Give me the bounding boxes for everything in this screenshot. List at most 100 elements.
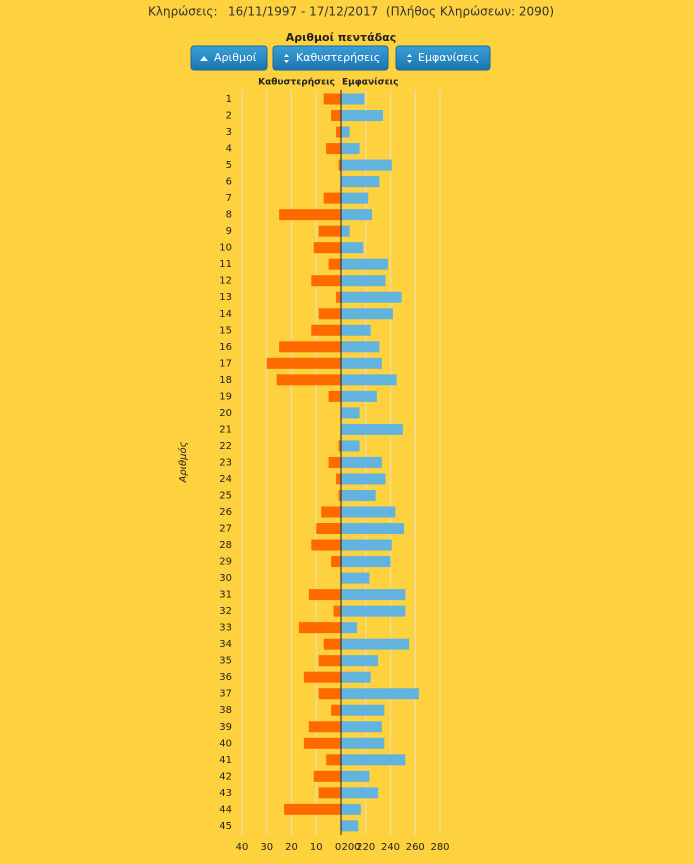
bar — [323, 192, 341, 204]
button-bg[interactable] — [272, 45, 389, 71]
y-axis-label: Αριθμός — [177, 441, 189, 483]
y-tick-label: 13 — [219, 292, 232, 303]
y-tick-label: 1 — [226, 94, 232, 105]
y-tick-label: 15 — [219, 325, 232, 336]
bar — [341, 688, 419, 700]
bar — [313, 242, 341, 254]
bar — [331, 556, 341, 568]
bar — [308, 721, 341, 733]
bar — [341, 440, 360, 452]
bar — [311, 539, 341, 551]
y-tick-label: 43 — [219, 788, 232, 799]
bar — [341, 456, 382, 468]
bar — [341, 638, 410, 650]
y-tick-label: 36 — [219, 672, 232, 683]
bar — [279, 341, 341, 353]
y-tick-label: 44 — [219, 804, 232, 815]
button[interactable]: Εμφανίσεις — [395, 45, 491, 71]
bar — [341, 93, 365, 105]
bar — [341, 539, 392, 551]
bar — [341, 589, 406, 601]
y-tick-label: 4 — [226, 144, 232, 155]
chart-title: Αριθμοί πεντάδας — [286, 31, 397, 44]
y-tick-label: 3 — [226, 127, 232, 138]
button[interactable]: Αριθμοί — [190, 45, 268, 71]
y-tick-label: 28 — [219, 540, 232, 551]
y-tick-label: 40 — [219, 738, 232, 749]
x2-tick-label: 200 — [341, 842, 360, 853]
bar — [341, 820, 359, 832]
y-tick-label: 14 — [219, 309, 232, 320]
bar — [341, 556, 391, 568]
y-tick-label: 18 — [219, 375, 232, 386]
y-tick-label: 2 — [226, 111, 232, 122]
y-tick-label: 42 — [219, 771, 232, 782]
x-tick-label: 30 — [260, 842, 273, 853]
bar — [323, 638, 341, 650]
y-tick-label: 8 — [226, 210, 232, 221]
y-tick-label: 27 — [219, 524, 232, 535]
y-tick-label: 39 — [219, 722, 232, 733]
y-tick-label: 37 — [219, 689, 232, 700]
button-text[interactable]: Εμφανίσεις — [418, 51, 479, 64]
y-tick-label: 24 — [219, 474, 232, 485]
bar — [341, 374, 397, 386]
bar — [341, 110, 384, 122]
x2-tick-label: 240 — [381, 842, 400, 853]
bar — [276, 374, 341, 386]
bar — [341, 423, 403, 435]
bar — [318, 688, 341, 700]
y-tick-label: 10 — [219, 243, 232, 254]
bar — [341, 143, 360, 155]
bar — [341, 126, 350, 138]
bar — [336, 473, 341, 485]
bar — [341, 704, 385, 716]
bar — [279, 209, 341, 221]
bar — [316, 523, 341, 535]
bar — [341, 605, 406, 617]
bar — [341, 473, 386, 485]
y-tick-label: 33 — [219, 623, 232, 634]
bar — [341, 291, 402, 303]
bar — [341, 324, 371, 336]
button-text[interactable]: Καθυστερήσεις — [296, 51, 380, 64]
bar — [311, 275, 341, 287]
bar — [341, 622, 358, 634]
button-bg[interactable] — [190, 45, 268, 71]
bar — [284, 803, 341, 815]
y-tick-label: 41 — [219, 755, 232, 766]
x2-tick-label: 220 — [356, 842, 375, 853]
bar — [338, 159, 341, 171]
bar — [341, 787, 379, 799]
y-tick-label: 31 — [219, 590, 232, 601]
button-bg[interactable] — [395, 45, 491, 71]
bar — [308, 589, 341, 601]
icon — [200, 56, 208, 61]
bar — [341, 225, 350, 237]
icon — [407, 54, 412, 63]
bar — [333, 605, 341, 617]
y-tick-label: 7 — [226, 193, 232, 204]
bar — [318, 308, 341, 320]
bar — [341, 737, 385, 749]
bar — [266, 357, 341, 369]
bar — [341, 258, 389, 270]
y-tick-label: 34 — [219, 639, 232, 650]
bar — [328, 456, 341, 468]
bar — [341, 523, 405, 535]
bar — [341, 572, 370, 584]
button-text[interactable]: Αριθμοί — [214, 51, 257, 64]
bar — [326, 754, 341, 766]
bar — [341, 407, 360, 419]
bar — [341, 192, 369, 204]
bar — [338, 440, 341, 452]
bar — [341, 308, 393, 320]
button[interactable]: Καθυστερήσεις — [272, 45, 389, 71]
bar — [313, 770, 341, 782]
bar — [318, 655, 341, 667]
y-tick-label: 30 — [219, 573, 232, 584]
y-tick-label: 35 — [219, 656, 232, 667]
y-tick-label: 17 — [219, 358, 232, 369]
bar — [341, 770, 370, 782]
y-tick-label: 22 — [219, 441, 232, 452]
